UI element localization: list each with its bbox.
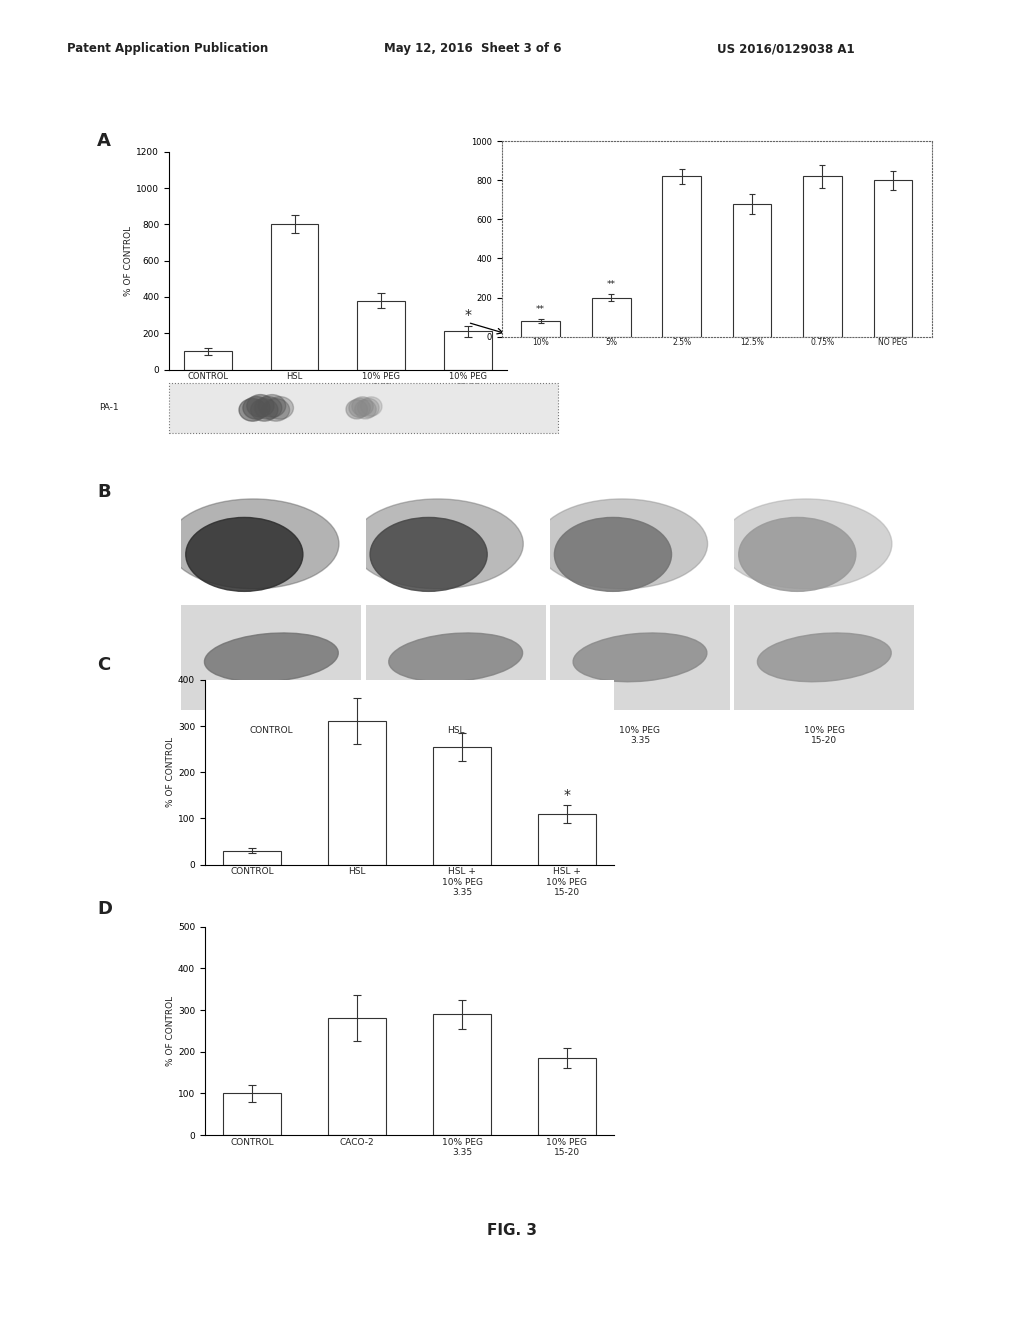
Text: US 2016/0129038 A1: US 2016/0129038 A1 — [717, 42, 854, 55]
Bar — [223, 1093, 282, 1135]
Ellipse shape — [168, 499, 339, 589]
Bar — [271, 224, 318, 370]
Ellipse shape — [262, 399, 290, 421]
Text: 10% PEG
3.35: 10% PEG 3.35 — [620, 726, 660, 746]
Text: *: * — [464, 308, 471, 322]
Text: A: A — [97, 132, 112, 150]
FancyBboxPatch shape — [181, 605, 361, 710]
Bar — [538, 1059, 596, 1135]
Ellipse shape — [205, 634, 338, 681]
Y-axis label: % OF CONTROL: % OF CONTROL — [125, 226, 133, 296]
Bar — [663, 177, 701, 337]
Text: **: ** — [606, 280, 615, 289]
Ellipse shape — [255, 396, 282, 420]
Ellipse shape — [185, 517, 303, 591]
Ellipse shape — [352, 397, 373, 416]
Ellipse shape — [370, 517, 487, 591]
Ellipse shape — [360, 397, 382, 416]
Bar — [357, 301, 404, 370]
Text: CONTROL: CONTROL — [250, 726, 293, 735]
Ellipse shape — [349, 399, 371, 417]
Ellipse shape — [721, 499, 892, 589]
Ellipse shape — [573, 634, 707, 681]
Text: **: ** — [537, 305, 545, 314]
Text: 10% PEG
15-20: 10% PEG 15-20 — [804, 726, 845, 746]
Bar — [803, 177, 842, 337]
FancyBboxPatch shape — [169, 383, 558, 433]
Y-axis label: % OF CONTROL: % OF CONTROL — [166, 995, 175, 1067]
Ellipse shape — [738, 517, 856, 591]
Bar — [521, 321, 560, 337]
Ellipse shape — [758, 634, 891, 681]
Text: Patent Application Publication: Patent Application Publication — [67, 42, 268, 55]
Text: B: B — [97, 483, 111, 502]
Ellipse shape — [243, 396, 270, 420]
Ellipse shape — [352, 499, 523, 589]
Bar — [184, 351, 231, 370]
Ellipse shape — [251, 399, 278, 421]
Ellipse shape — [357, 399, 379, 417]
Bar — [444, 331, 492, 370]
Ellipse shape — [389, 634, 522, 681]
Ellipse shape — [354, 400, 376, 418]
Text: HSL: HSL — [446, 726, 465, 735]
Text: C: C — [97, 656, 111, 675]
Y-axis label: % OF CONTROL: % OF CONTROL — [166, 737, 175, 808]
Bar — [592, 297, 631, 337]
Ellipse shape — [239, 399, 266, 421]
Bar — [223, 851, 282, 865]
Bar — [873, 181, 912, 337]
Text: D: D — [97, 900, 113, 919]
Text: FIG. 3: FIG. 3 — [487, 1224, 537, 1238]
FancyBboxPatch shape — [734, 605, 914, 710]
Text: May 12, 2016  Sheet 3 of 6: May 12, 2016 Sheet 3 of 6 — [384, 42, 561, 55]
Text: *: * — [563, 788, 570, 803]
Text: PA-1: PA-1 — [99, 404, 119, 412]
FancyBboxPatch shape — [550, 605, 730, 710]
Ellipse shape — [346, 400, 368, 418]
Bar — [433, 1014, 490, 1135]
Ellipse shape — [258, 395, 286, 417]
Bar — [538, 813, 596, 865]
Bar — [329, 722, 386, 865]
Ellipse shape — [266, 396, 294, 420]
FancyBboxPatch shape — [366, 605, 546, 710]
Bar — [732, 203, 771, 337]
Ellipse shape — [537, 499, 708, 589]
Bar — [433, 747, 490, 865]
Ellipse shape — [554, 517, 672, 591]
Ellipse shape — [247, 395, 274, 417]
Bar — [329, 1019, 386, 1135]
